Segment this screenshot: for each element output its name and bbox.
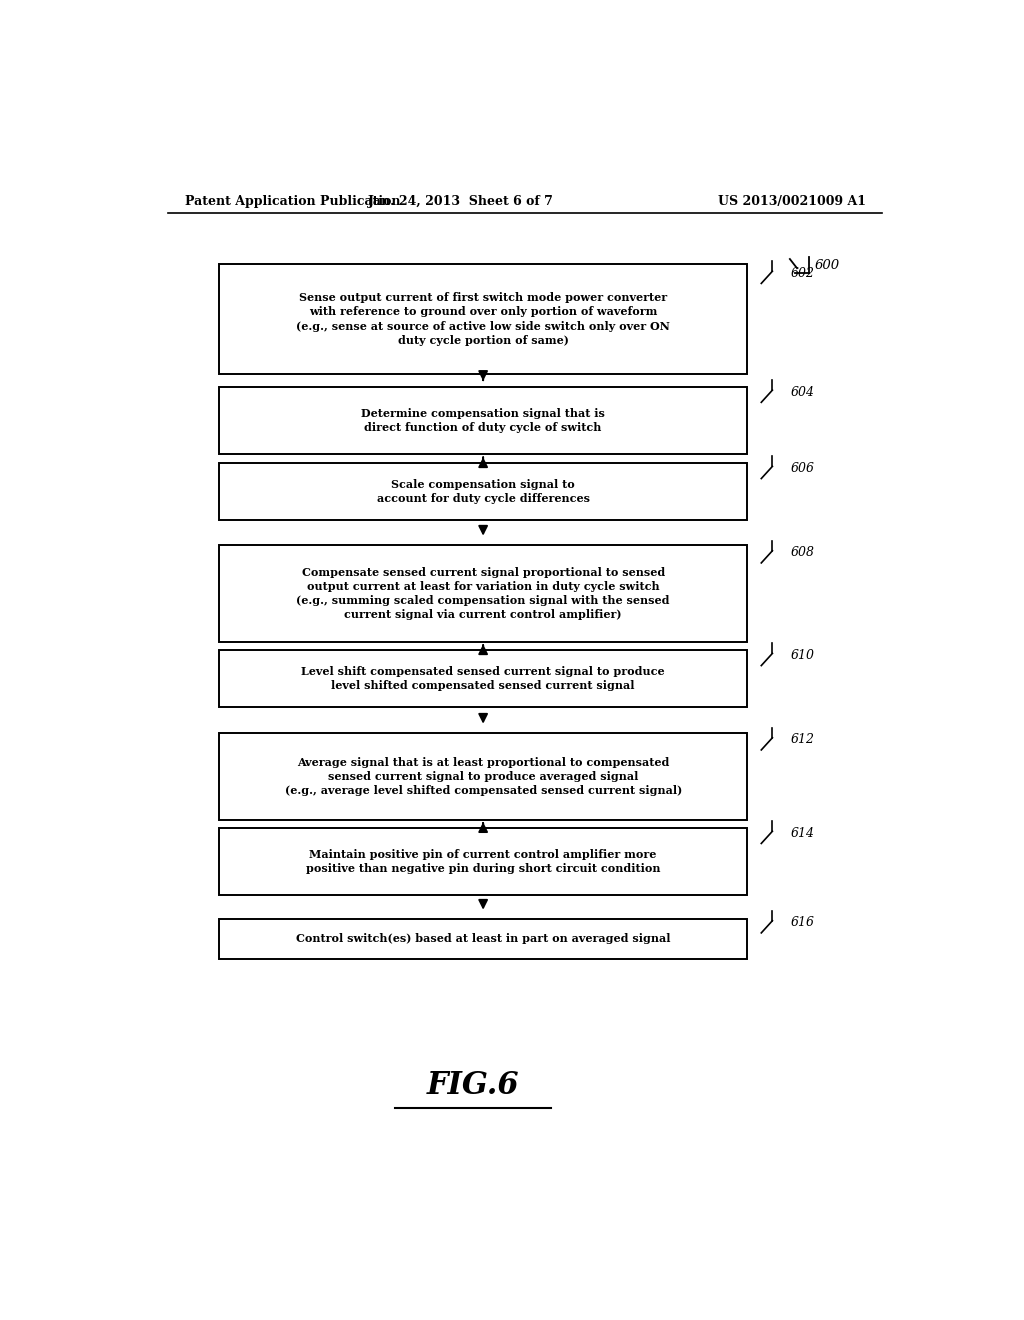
FancyBboxPatch shape <box>219 463 748 520</box>
FancyBboxPatch shape <box>219 919 748 960</box>
FancyBboxPatch shape <box>219 651 748 708</box>
Text: 612: 612 <box>791 734 815 746</box>
Text: Scale compensation signal to
account for duty cycle differences: Scale compensation signal to account for… <box>377 479 590 504</box>
Text: Jan. 24, 2013  Sheet 6 of 7: Jan. 24, 2013 Sheet 6 of 7 <box>369 194 554 207</box>
Text: 604: 604 <box>791 385 815 399</box>
Text: 616: 616 <box>791 916 815 929</box>
Text: Compensate sensed current signal proportional to sensed
output current at least : Compensate sensed current signal proport… <box>296 566 670 620</box>
FancyBboxPatch shape <box>219 733 748 820</box>
Text: Patent Application Publication: Patent Application Publication <box>185 194 400 207</box>
Text: 602: 602 <box>791 267 815 280</box>
Text: Sense output current of first switch mode power converter
with reference to grou: Sense output current of first switch mod… <box>296 292 670 346</box>
FancyBboxPatch shape <box>219 828 748 895</box>
Text: 608: 608 <box>791 546 815 560</box>
Text: Determine compensation signal that is
direct function of duty cycle of switch: Determine compensation signal that is di… <box>361 408 605 433</box>
Text: Level shift compensated sensed current signal to produce
level shifted compensat: Level shift compensated sensed current s… <box>301 667 665 692</box>
FancyBboxPatch shape <box>219 387 748 454</box>
Text: 606: 606 <box>791 462 815 475</box>
Text: 600: 600 <box>814 259 840 272</box>
Text: 614: 614 <box>791 826 815 840</box>
Text: Average signal that is at least proportional to compensated
sensed current signa: Average signal that is at least proporti… <box>285 756 682 796</box>
Text: 610: 610 <box>791 649 815 661</box>
Text: US 2013/0021009 A1: US 2013/0021009 A1 <box>718 194 866 207</box>
Text: FIG.6: FIG.6 <box>427 1069 519 1101</box>
FancyBboxPatch shape <box>219 264 748 374</box>
Text: Control switch(es) based at least in part on averaged signal: Control switch(es) based at least in par… <box>296 933 671 945</box>
Text: Maintain positive pin of current control amplifier more
positive than negative p: Maintain positive pin of current control… <box>306 849 660 874</box>
FancyBboxPatch shape <box>219 545 748 643</box>
